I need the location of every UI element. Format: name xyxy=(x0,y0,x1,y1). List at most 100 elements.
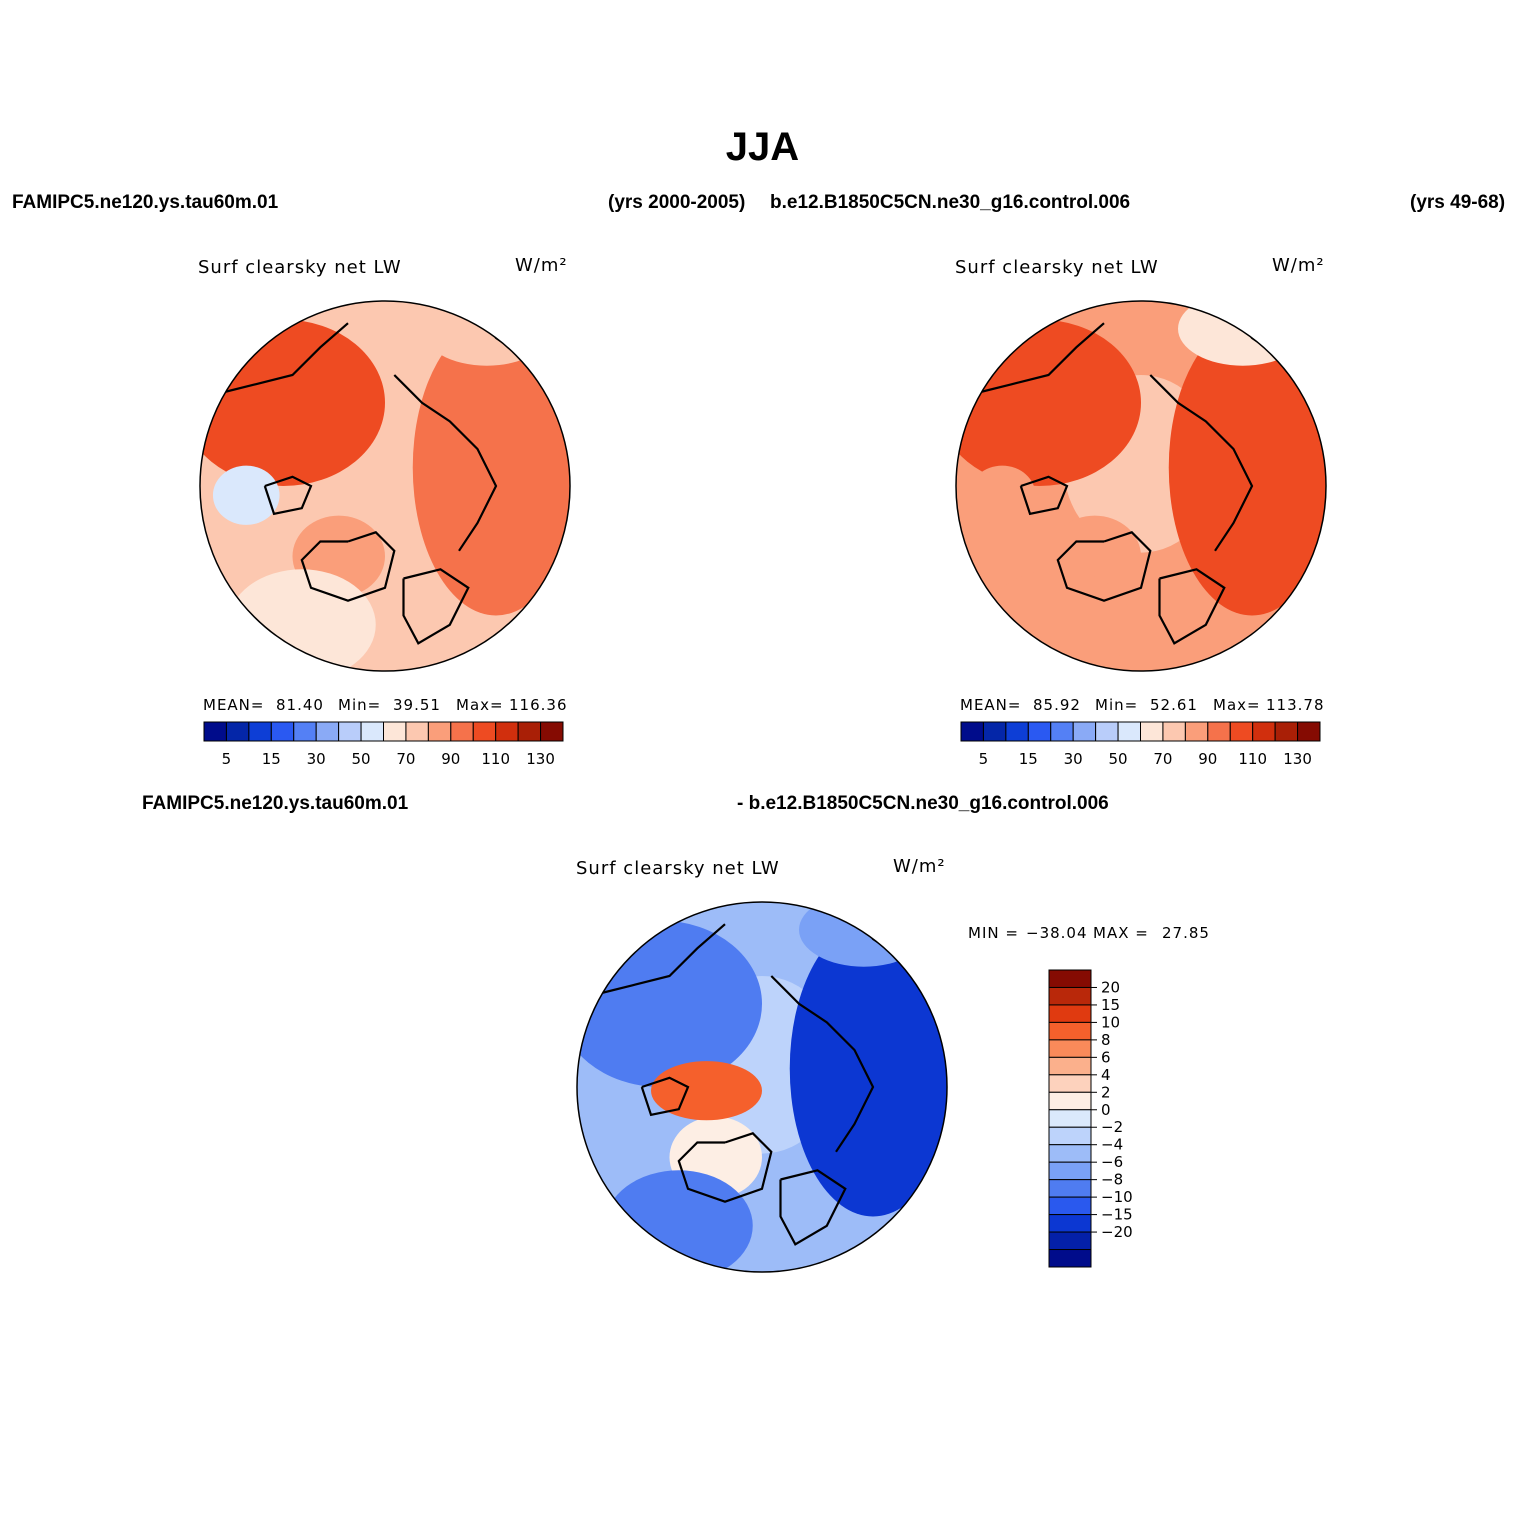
colorbar-box xyxy=(1162,721,1186,742)
diff-polar-map xyxy=(576,901,948,1273)
colorbar-box xyxy=(1048,1161,1092,1181)
colorbar-box xyxy=(1048,1074,1092,1093)
coastline xyxy=(770,975,875,1153)
coastline xyxy=(595,923,726,996)
colorbar-box xyxy=(1048,1056,1092,1076)
coastline xyxy=(300,531,396,602)
colorbar-tick-label: 15 xyxy=(1101,996,1120,1014)
season-title: JJA xyxy=(725,125,800,169)
colorbar-tick-label: 5 xyxy=(222,750,232,768)
map-border xyxy=(576,901,948,1273)
panel1-colorbar: 5 15 30 50 70 90 110 130 xyxy=(203,721,564,768)
colorbar-box xyxy=(1117,721,1141,742)
colorbar-box xyxy=(1048,1196,1092,1216)
coastline xyxy=(1149,374,1254,552)
colorbar-box xyxy=(1050,721,1074,742)
colorbar-tick-label: 90 xyxy=(1198,750,1217,768)
colorbar-box xyxy=(248,721,272,742)
colorbar-tick-label: −15 xyxy=(1101,1206,1133,1224)
region-north-america xyxy=(577,920,762,1087)
colorbar-box xyxy=(495,721,519,742)
region-north-pacific xyxy=(422,301,552,366)
colorbar-box xyxy=(1072,721,1097,742)
panel1-mean-value: 81.40 xyxy=(276,696,324,714)
panel1-polar-map xyxy=(199,300,571,672)
colorbar-tick-label: 8 xyxy=(1101,1031,1111,1049)
diff-variable: Surf clearsky net LW xyxy=(576,858,780,879)
colorbar-tick-label: 20 xyxy=(1101,978,1120,996)
colorbar-box xyxy=(982,721,1007,742)
colorbar-box xyxy=(1048,1179,1092,1198)
colorbar-tick-label: 110 xyxy=(481,750,510,768)
colorbar-box xyxy=(1207,721,1231,742)
panel2-max-value: 113.78 xyxy=(1266,696,1325,714)
panel1-variable: Surf clearsky net LW xyxy=(198,257,402,278)
colorbar-tick-label: 0 xyxy=(1101,1101,1111,1119)
coastline xyxy=(402,568,470,645)
region-north-pacific xyxy=(1178,301,1308,366)
diff-min-label: MIN = xyxy=(968,924,1019,942)
years-control-label: (yrs 49-68) xyxy=(1410,192,1506,213)
colorbar-tick-label: 110 xyxy=(1238,750,1267,768)
region-north-america xyxy=(956,319,1141,486)
colorbar-box xyxy=(540,721,564,742)
colorbar-box xyxy=(1297,721,1321,742)
colorbar-box xyxy=(1048,1214,1092,1233)
colorbar-box xyxy=(270,721,295,742)
colorbar-box xyxy=(225,721,250,742)
colorbar-tick-label: 130 xyxy=(1283,750,1312,768)
colorbar-box xyxy=(427,721,452,742)
diff-max-label: MAX = xyxy=(1093,924,1149,942)
colorbar-box xyxy=(472,721,497,742)
panel2-min-label: Min= xyxy=(1095,696,1139,714)
colorbar-box xyxy=(1095,721,1119,742)
coastline xyxy=(393,374,498,552)
coastline xyxy=(1056,531,1152,602)
diff-title-right: - b.e12.B1850C5CN.ne30_g16.control.006 xyxy=(737,793,1109,814)
panel1-min-value: 39.51 xyxy=(393,696,441,714)
case-test-label: FAMIPC5.ne120.ys.tau60m.01 xyxy=(12,192,279,213)
colorbar-tick-label: −8 xyxy=(1101,1171,1123,1189)
panel2-colorbar: 5 15 30 50 70 90 110 130 xyxy=(960,721,1321,768)
panel1-mean-label: MEAN= xyxy=(203,696,265,714)
diff-title-left: FAMIPC5.ne120.ys.tau60m.01 xyxy=(142,793,409,814)
coastline xyxy=(640,1076,690,1117)
colorbar-tick-label: 2 xyxy=(1101,1083,1111,1101)
colorbar-box xyxy=(203,721,227,742)
case-control-label: b.e12.B1850C5CN.ne30_g16.control.006 xyxy=(770,192,1131,213)
region-north-pacific xyxy=(799,902,929,967)
colorbar-box xyxy=(338,721,362,742)
colorbar-box xyxy=(1048,1231,1092,1251)
region-canadian-archipelago xyxy=(651,1061,762,1121)
region-eurasia-east xyxy=(1168,319,1326,616)
region-north-atlantic xyxy=(227,569,376,671)
colorbar-box xyxy=(517,721,542,742)
colorbar-tick-label: −6 xyxy=(1101,1153,1123,1171)
colorbar-tick-label: 90 xyxy=(441,750,460,768)
region-hudson-bay xyxy=(968,465,1036,525)
colorbar-box xyxy=(1048,1091,1092,1111)
colorbar-box xyxy=(1229,721,1254,742)
diff-units: W/m² xyxy=(893,856,946,877)
region-eurasia-east xyxy=(412,319,570,616)
colorbar-box xyxy=(1027,721,1052,742)
colorbar-box xyxy=(1048,1144,1092,1163)
colorbar-box xyxy=(1048,1004,1092,1023)
colorbar-box xyxy=(1048,969,1092,988)
colorbar-tick-label: −4 xyxy=(1101,1136,1123,1154)
coastline xyxy=(974,322,1105,395)
panel2-mean-value: 85.92 xyxy=(1033,696,1081,714)
colorbar-box xyxy=(293,721,317,742)
region-hudson-bay xyxy=(212,465,280,525)
colorbar-box xyxy=(405,721,429,742)
diff-max-value: 27.85 xyxy=(1162,924,1210,942)
panel2-units: W/m² xyxy=(1272,255,1325,276)
region-north-atlantic xyxy=(604,1170,753,1272)
map-border xyxy=(955,300,1327,672)
panel2-polar-map xyxy=(955,300,1327,672)
region-eurasia-east xyxy=(789,920,947,1217)
colorbar-tick-label: 5 xyxy=(979,750,989,768)
colorbar-tick-label: 15 xyxy=(1019,750,1038,768)
colorbar-tick-label: 4 xyxy=(1101,1066,1111,1084)
panel1-max-label: Max= xyxy=(456,696,504,714)
